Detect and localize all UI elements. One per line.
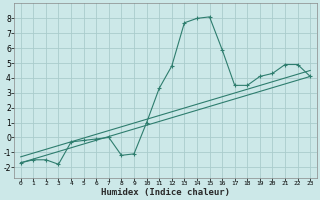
X-axis label: Humidex (Indice chaleur): Humidex (Indice chaleur) [101,188,230,197]
